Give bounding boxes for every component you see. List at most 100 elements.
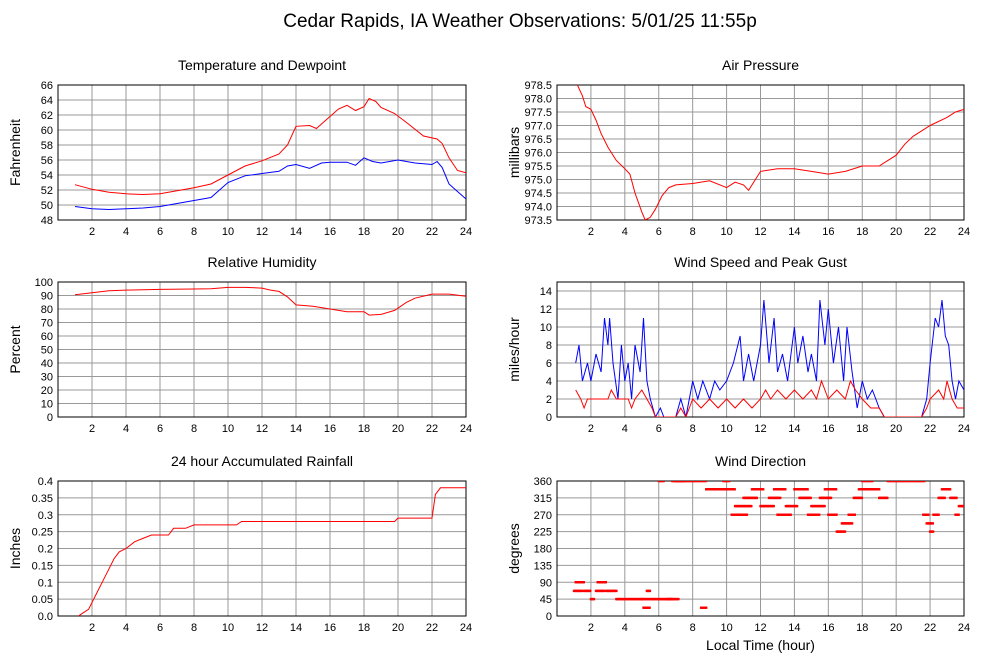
direction-point (755, 496, 758, 500)
humidity-ytick-label: 60 (41, 331, 53, 343)
temp-ytick-label: 50 (41, 200, 53, 212)
direction-point (784, 488, 787, 491)
direction-point (602, 589, 606, 593)
humidity-ytick-label: 80 (41, 304, 53, 316)
wind-ytick-label: 2 (546, 394, 552, 406)
direction-point (871, 481, 874, 483)
wind-series-line-1 (575, 379, 964, 417)
humidity-ytick-label: 90 (41, 291, 53, 303)
temp-ytick-label: 52 (41, 185, 53, 197)
humidity-xtick-label: 20 (392, 423, 404, 435)
pressure-frame (556, 84, 965, 221)
humidity-chart: 2 4 6 8 10 12 14 16 18 20 22 2401020304050607080901… (7, 254, 472, 435)
pressure-ytick-label: 976.0 (524, 148, 552, 160)
direction-point (962, 504, 964, 508)
temp-chart-title: Temperature and Dewpoint (178, 57, 346, 73)
direction-point (604, 581, 607, 584)
wind-xtick-label: 10 (720, 423, 732, 435)
direction-xtick-label: 4 (622, 622, 628, 634)
pressure-xtick-label: 18 (856, 226, 868, 238)
direction-xtick-label: 14 (788, 622, 800, 634)
rain-xtick-label: 16 (324, 622, 336, 634)
humidity-xtick-label: 4 (123, 423, 129, 435)
rain-series-line-0 (78, 487, 466, 616)
direction-xtick-label: 22 (924, 622, 936, 634)
direction-xtick-label: 24 (958, 622, 970, 634)
direction-point (834, 488, 838, 491)
wind-ytick-label: 4 (546, 376, 552, 388)
direction-point (809, 496, 812, 500)
humidity-ytick-label: 50 (41, 345, 53, 357)
humidity-ytick-label: 70 (41, 318, 53, 330)
humidity-ylabel: Percent (7, 325, 23, 373)
direction-point (931, 522, 934, 525)
direction-ytick-label: 270 (534, 510, 552, 522)
pressure-ytick-label: 978.5 (524, 80, 552, 92)
page-title: Cedar Rapids, IA Weather Observations: 5… (283, 11, 757, 32)
direction-point (682, 481, 685, 483)
direction-point (860, 496, 864, 500)
wind-xtick-label: 22 (924, 423, 936, 435)
rain-ytick-label: 0.3 (38, 510, 53, 522)
temp-xtick-label: 8 (191, 226, 197, 238)
pressure-xtick-label: 16 (822, 226, 834, 238)
direction-point (886, 496, 889, 500)
direction-point (853, 513, 856, 516)
direction-ytick-label: 315 (534, 493, 552, 505)
pressure-ytick-label: 974.0 (524, 202, 552, 214)
wind-xtick-label: 6 (656, 423, 662, 435)
direction-xtick-label: 2 (588, 622, 594, 634)
direction-point (592, 597, 596, 601)
temp-xtick-label: 6 (157, 226, 163, 238)
direction-point (580, 589, 584, 593)
temp-xtick-label: 20 (392, 226, 404, 238)
temp-frame (57, 84, 467, 221)
rain-xtick-label: 22 (426, 622, 438, 634)
pressure-xtick-label: 8 (690, 226, 696, 238)
direction-point (750, 504, 753, 508)
humidity-ytick-label: 10 (41, 399, 53, 411)
direction-point (728, 481, 731, 483)
direction-point (923, 481, 926, 483)
wind-xtick-label: 14 (788, 423, 800, 435)
direction-ylabel: degrees (506, 523, 522, 574)
rain-chart: 2 4 6 8 10 12 14 16 18 20 22 240.00.050.10.150.20.2… (7, 453, 472, 634)
direction-point (795, 504, 799, 508)
humidity-frame (57, 281, 467, 418)
wind-ytick-label: 14 (540, 286, 552, 298)
temp-xtick-label: 4 (123, 226, 129, 238)
rain-xtick-label: 18 (358, 622, 370, 634)
humidity-ytick-label: 30 (41, 372, 53, 384)
direction-point (943, 496, 946, 500)
direction-point (779, 496, 782, 500)
direction-point (957, 513, 960, 516)
temp-ytick-label: 62 (41, 110, 53, 122)
wind-ylabel: miles/hour (506, 317, 522, 382)
direction-chart: 2 4 6 8 10 12 14 16 18 20 22 2404590135180225270315… (506, 453, 970, 653)
direction-point (955, 496, 958, 500)
temp-xtick-label: 22 (426, 226, 438, 238)
pressure-xtick-label: 14 (788, 226, 800, 238)
humidity-xtick-label: 16 (324, 423, 336, 435)
temp-xtick-label: 14 (290, 226, 302, 238)
temp-ytick-label: 48 (41, 215, 53, 227)
humidity-ytick-label: 0 (47, 412, 53, 424)
pressure-ytick-label: 977.0 (524, 121, 552, 133)
humidity-xtick-label: 6 (157, 423, 163, 435)
direction-ytick-label: 225 (534, 527, 552, 539)
temp-ylabel: Fahrenheit (7, 119, 23, 186)
rain-xtick-label: 14 (290, 622, 302, 634)
wind-xtick-label: 8 (690, 423, 696, 435)
direction-point (806, 488, 809, 491)
direction-point (850, 522, 854, 525)
humidity-ytick-label: 100 (35, 277, 53, 289)
direction-ytick-label: 45 (540, 594, 552, 606)
pressure-chart: 2 4 6 8 10 12 14 16 18 20 22 24973.5974.0974.5975.0… (506, 57, 970, 238)
pressure-ytick-label: 974.5 (524, 188, 552, 200)
temp-series-line-1 (74, 157, 466, 211)
humidity-xtick-label: 14 (290, 423, 302, 435)
direction-point (615, 589, 618, 593)
direction-ytick-label: 135 (534, 560, 552, 572)
